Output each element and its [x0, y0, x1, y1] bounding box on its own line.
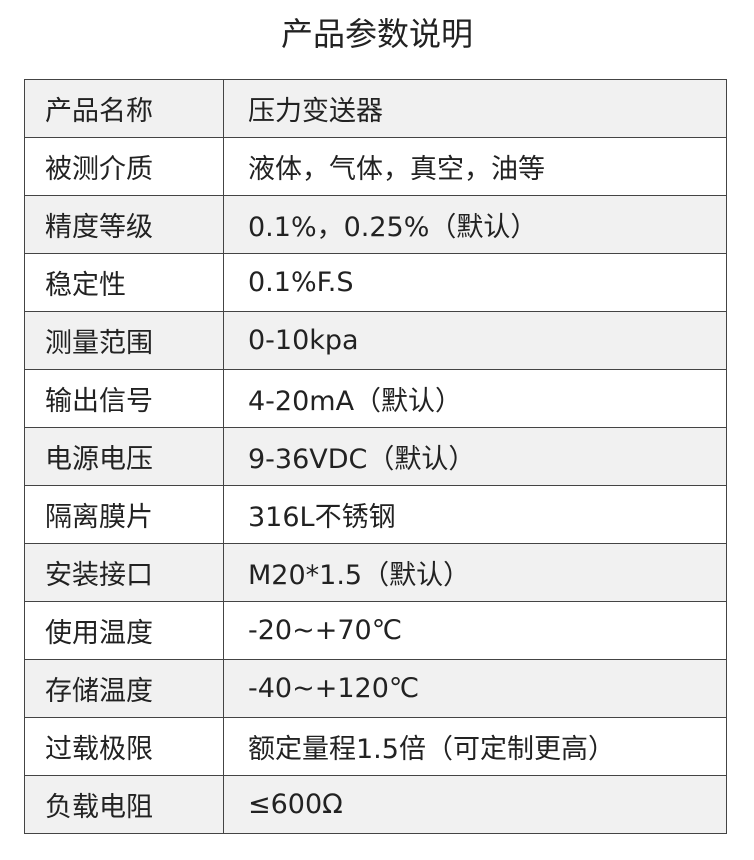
spec-value: -20~+70℃: [223, 601, 727, 660]
spec-label: 使用温度: [24, 601, 224, 660]
table-row: 精度等级 0.1%，0.25%（默认）: [24, 195, 727, 254]
spec-label: 隔离膜片: [24, 485, 224, 544]
spec-value: 0-10kpa: [223, 311, 727, 370]
table-row: 测量范围 0-10kpa: [24, 311, 727, 370]
spec-label: 存储温度: [24, 659, 224, 718]
page-title: 产品参数说明: [280, 15, 473, 53]
spec-label: 产品名称: [24, 79, 224, 138]
spec-label: 过载极限: [24, 717, 224, 776]
spec-value: 9-36VDC（默认）: [223, 427, 727, 486]
table-row: 稳定性 0.1%F.S: [24, 253, 727, 312]
table-row: 安装接口 M20*1.5（默认）: [24, 543, 727, 602]
spec-label: 输出信号: [24, 369, 224, 428]
spec-value: 压力变送器: [223, 79, 727, 138]
spec-value: 316L不锈钢: [223, 485, 727, 544]
spec-value: ≤600Ω: [223, 775, 727, 834]
spec-table: 产品名称 压力变送器 被测介质 液体，气体，真空，油等 精度等级 0.1%，0.25%（默…: [24, 79, 727, 834]
spec-value: 0.1%，0.25%（默认）: [223, 195, 727, 254]
table-row: 过载极限 额定量程1.5倍（可定制更高）: [24, 717, 727, 776]
spec-value: -40~+120℃: [223, 659, 727, 718]
table-row: 使用温度 -20~+70℃: [24, 601, 727, 660]
table-row: 电源电压 9-36VDC（默认）: [24, 427, 727, 486]
spec-label: 电源电压: [24, 427, 224, 486]
table-row: 负载电阻 ≤600Ω: [24, 775, 727, 834]
spec-value: M20*1.5（默认）: [223, 543, 727, 602]
spec-label: 负载电阻: [24, 775, 224, 834]
spec-label: 稳定性: [24, 253, 224, 312]
spec-value: 0.1%F.S: [223, 253, 727, 312]
table-row: 输出信号 4-20mA（默认）: [24, 369, 727, 428]
spec-label: 精度等级: [24, 195, 224, 254]
table-row: 被测介质 液体，气体，真空，油等: [24, 137, 727, 196]
spec-table-body: 产品名称 压力变送器 被测介质 液体，气体，真空，油等 精度等级 0.1%，0.25%（默…: [24, 79, 727, 834]
spec-label: 测量范围: [24, 311, 224, 370]
table-row: 隔离膜片 316L不锈钢: [24, 485, 727, 544]
spec-value: 额定量程1.5倍（可定制更高）: [223, 717, 727, 776]
spec-label: 被测介质: [24, 137, 224, 196]
table-row: 产品名称 压力变送器: [24, 79, 727, 138]
table-row: 存储温度 -40~+120℃: [24, 659, 727, 718]
spec-value: 液体，气体，真空，油等: [223, 137, 727, 196]
spec-label: 安装接口: [24, 543, 224, 602]
spec-value: 4-20mA（默认）: [223, 369, 727, 428]
